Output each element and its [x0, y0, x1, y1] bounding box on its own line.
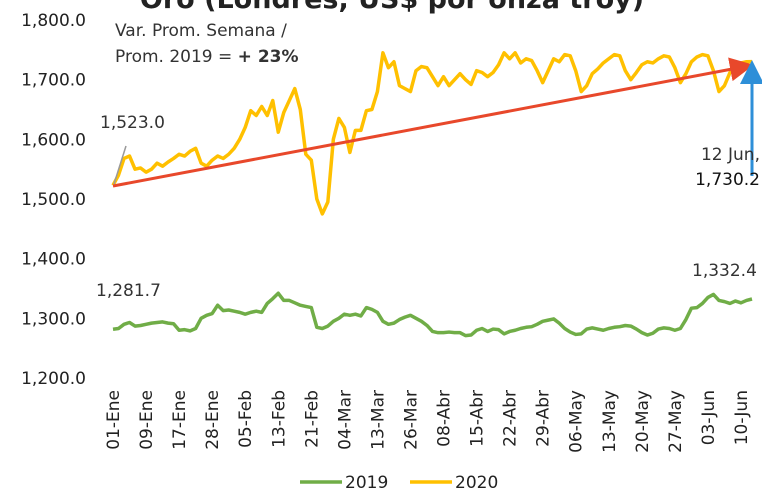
- chart-title: Oro (Londres, US$ por onza troy): [140, 0, 644, 15]
- x-tick-label: 27-May: [666, 390, 686, 453]
- x-tick-label: 22-Abr: [501, 390, 521, 447]
- leader-line: [113, 145, 127, 185]
- x-tick-label: 05-Feb: [236, 390, 256, 448]
- y-tick-label: 1,800.0: [21, 11, 86, 31]
- y-tick-label: 1,600.0: [21, 130, 86, 150]
- x-tick-label: 15-Abr: [468, 390, 488, 447]
- x-tick-label: 01-Ene: [104, 390, 124, 450]
- plot-area: [111, 51, 753, 338]
- annotation-bold: + 23%: [238, 47, 299, 67]
- x-tick-label: 20-May: [633, 390, 653, 453]
- x-tick-label: 21-Feb: [302, 390, 322, 448]
- trend-arrow: [112, 57, 754, 188]
- y-tick-label: 1,400.0: [21, 250, 86, 270]
- x-tick-label: 17-Ene: [170, 390, 190, 450]
- series-line: [112, 291, 753, 338]
- data-label: 1,281.7: [96, 281, 161, 301]
- x-tick-label: 03-Jun: [699, 390, 719, 445]
- legend-label: 2019: [345, 473, 388, 493]
- y-tick-label: 1,300.0: [21, 309, 86, 329]
- series-line: [111, 51, 753, 216]
- x-tick-label: 13-May: [600, 390, 620, 453]
- annotation: Prom. 2019 = + 23%: [115, 47, 299, 67]
- annotation: Var. Prom. Semana /: [115, 21, 287, 41]
- x-tick-label: 08-Abr: [435, 390, 455, 447]
- x-tick-label: 04-Mar: [335, 390, 355, 450]
- legend-label: 2020: [455, 473, 498, 493]
- x-tick-label: 26-Mar: [401, 390, 421, 450]
- x-tick-label: 10-Jun: [732, 390, 752, 445]
- data-label: 1,730.2: [695, 170, 760, 190]
- x-tick-label: 29-Abr: [534, 390, 554, 447]
- data-label: 12 Jun,: [701, 145, 760, 165]
- data-label: 1,332.4: [692, 261, 757, 281]
- annotation: Prom. 2019 =: [115, 47, 238, 67]
- x-tick-label: 06-May: [567, 390, 587, 453]
- data-label: 1,523.0: [100, 113, 165, 133]
- x-tick-label: 13-Feb: [269, 390, 289, 448]
- y-tick-label: 1,500.0: [21, 190, 86, 210]
- y-tick-label: 1,700.0: [21, 71, 86, 91]
- y-tick-label: 1,200.0: [21, 369, 86, 389]
- x-tick-label: 09-Ene: [137, 390, 157, 450]
- x-tick-label: 13-Mar: [368, 390, 388, 450]
- x-tick-label: 28-Ene: [203, 390, 223, 450]
